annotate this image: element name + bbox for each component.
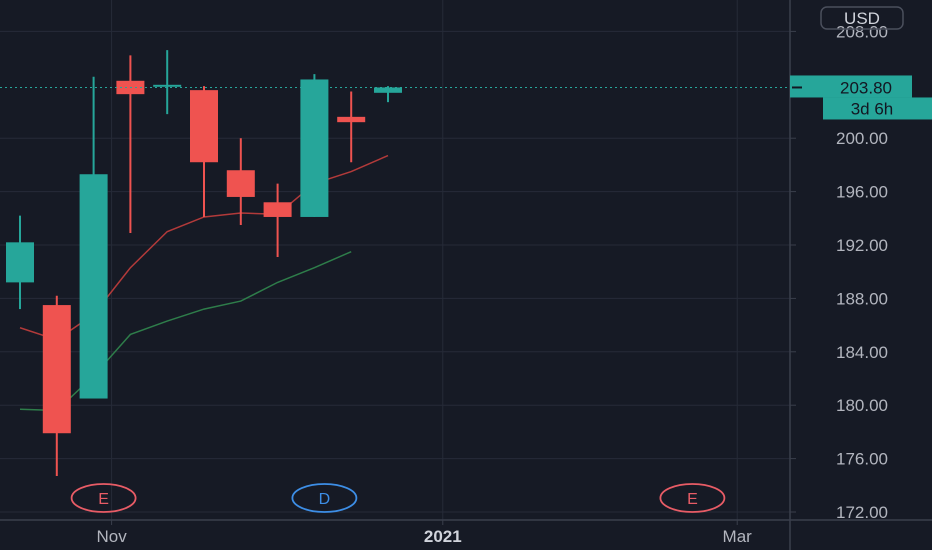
y-tick-label: 172.00 [836,503,888,522]
countdown-label: 3d 6h [851,99,894,118]
event-marker-e[interactable]: E [659,483,726,513]
y-tick-label: 196.00 [836,183,888,202]
candle-body [153,84,182,87]
candles[interactable] [6,50,402,476]
candle[interactable] [79,76,108,399]
event-marker-label: E [98,491,109,508]
candle-body [6,242,34,283]
countdown-box [823,97,932,120]
candle[interactable] [190,86,218,217]
event-marker-circle [659,483,726,513]
x-tick-label: Mar [723,527,753,546]
event-marker-circle [70,483,137,513]
candle-body [337,116,366,123]
event-marker-e[interactable]: E [70,483,137,513]
candle[interactable] [337,91,366,163]
candle[interactable] [42,295,71,476]
y-tick-label: 184.00 [836,343,888,362]
price-axis[interactable]: 208.00 200.00 196.00 192.00 188.00 184.00 180.… [790,22,888,522]
event-marker-label: D [319,491,331,508]
y-tick-label: 208.00 [836,22,888,41]
candle[interactable] [374,86,402,103]
last-price-tag: 203.80 3d 6h [0,75,932,120]
candle[interactable] [153,50,182,115]
x-tick-label: Nov [96,527,127,546]
candle[interactable] [263,183,292,258]
currency-label: USD [844,9,880,28]
candle-body [226,170,255,197]
y-tick-label: 188.00 [836,289,888,308]
candle-body [300,79,329,217]
candle-body [374,87,402,93]
currency-badge[interactable]: USD [820,6,904,30]
time-axis[interactable]: Nov 2021 Mar [96,520,752,546]
candle-body [190,90,218,163]
y-tick-label: 192.00 [836,236,888,255]
candle-body [263,202,292,217]
candle[interactable] [300,74,329,217]
series-line-1 [19,250,352,412]
candle[interactable] [6,215,34,310]
candle-body [42,305,71,434]
candle-body [79,174,108,399]
y-tick-label: 180.00 [836,396,888,415]
event-marker-circle [291,483,358,513]
event-marker-d[interactable]: D [291,483,358,513]
event-marker-label: E [687,491,698,508]
y-tick-label: 176.00 [836,450,888,469]
y-tick-label: 200.00 [836,129,888,148]
last-price-box [790,75,912,98]
last-price-label: 203.80 [840,78,892,97]
grid [0,0,790,520]
candle[interactable] [226,138,255,225]
x-tick-label: 2021 [424,527,462,546]
